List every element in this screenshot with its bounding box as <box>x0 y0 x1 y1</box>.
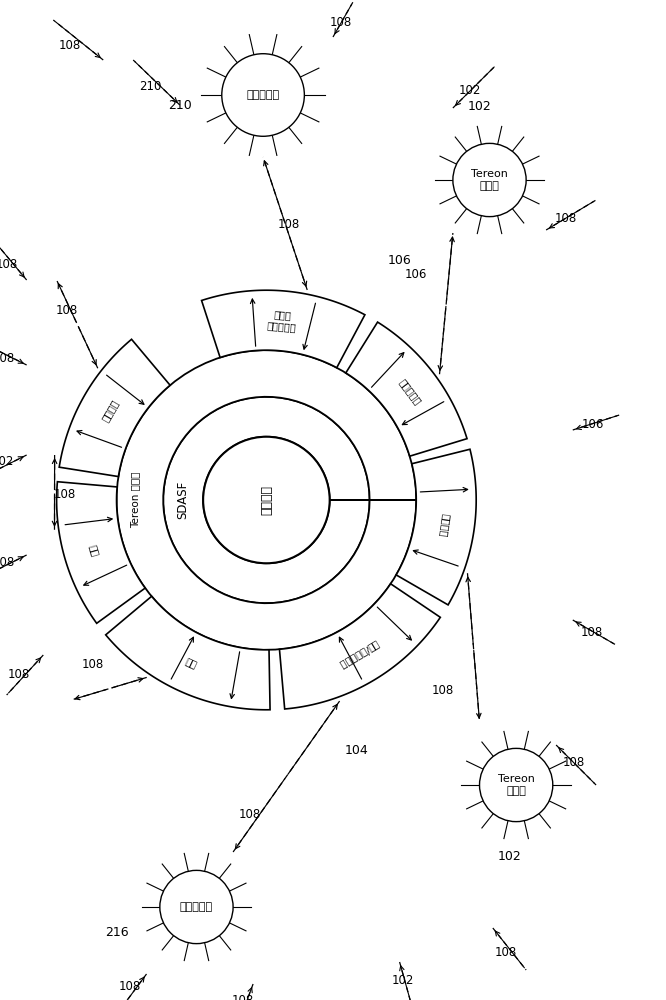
Text: 服务提供方: 服务提供方 <box>397 377 423 407</box>
Polygon shape <box>57 482 145 623</box>
Text: 102: 102 <box>468 101 492 113</box>
Text: 108: 108 <box>432 684 454 696</box>
Text: 108: 108 <box>7 668 30 682</box>
Polygon shape <box>396 449 476 605</box>
Text: 106: 106 <box>581 418 604 432</box>
Text: 210: 210 <box>168 99 192 112</box>
Text: SDASF: SDASF <box>176 481 190 519</box>
Circle shape <box>203 437 330 563</box>
Text: 106: 106 <box>388 253 412 266</box>
Polygon shape <box>346 322 467 456</box>
Text: 108: 108 <box>55 304 78 316</box>
Polygon shape <box>280 584 440 709</box>
Text: 108: 108 <box>580 626 603 639</box>
Text: 客户/钱包持有者: 客户/钱包持有者 <box>338 638 380 670</box>
Text: 长途: 长途 <box>183 656 198 670</box>
Text: 目录服务器: 目录服务器 <box>180 902 213 912</box>
Polygon shape <box>163 397 370 603</box>
Text: 102: 102 <box>0 455 15 468</box>
Text: 108: 108 <box>330 16 352 29</box>
Text: 银行及
票据交换所: 银行及 票据交换所 <box>266 309 298 333</box>
Circle shape <box>480 748 553 822</box>
Text: 106: 106 <box>405 268 428 282</box>
Text: 许可服务器: 许可服务器 <box>246 90 280 100</box>
Text: 108: 108 <box>232 994 254 1000</box>
Text: 108: 108 <box>0 556 15 568</box>
Polygon shape <box>59 339 170 477</box>
Text: 终端: 终端 <box>87 543 100 557</box>
Text: 108: 108 <box>82 658 105 672</box>
Polygon shape <box>202 290 365 368</box>
Text: 108: 108 <box>59 39 81 52</box>
Text: 108: 108 <box>0 352 15 364</box>
Text: 216: 216 <box>105 926 129 938</box>
Text: 102: 102 <box>459 84 482 97</box>
Circle shape <box>453 143 526 217</box>
Polygon shape <box>117 350 416 650</box>
Text: Tereon 服务器: Tereon 服务器 <box>130 472 140 528</box>
Text: 智能装置: 智能装置 <box>101 397 121 423</box>
Text: 104: 104 <box>344 744 368 756</box>
Text: 108: 108 <box>238 808 261 822</box>
Text: 108: 108 <box>555 212 577 225</box>
Text: 108: 108 <box>119 980 141 994</box>
Text: 108: 108 <box>53 488 76 502</box>
Text: 102: 102 <box>392 974 414 986</box>
Text: 210: 210 <box>139 80 161 93</box>
Text: 108: 108 <box>563 756 585 770</box>
Text: Tereon
服务器: Tereon 服务器 <box>471 169 508 191</box>
Text: 102: 102 <box>498 850 521 863</box>
Circle shape <box>160 870 233 944</box>
Text: 银联传头: 银联传头 <box>438 513 451 537</box>
Circle shape <box>222 54 304 136</box>
Text: Tereon
服务器: Tereon 服务器 <box>498 774 535 796</box>
Text: 108: 108 <box>0 258 18 271</box>
Text: 规则引擎: 规则引擎 <box>260 485 273 515</box>
Text: 108: 108 <box>495 946 517 958</box>
Text: 108: 108 <box>277 218 300 231</box>
Polygon shape <box>106 596 270 710</box>
